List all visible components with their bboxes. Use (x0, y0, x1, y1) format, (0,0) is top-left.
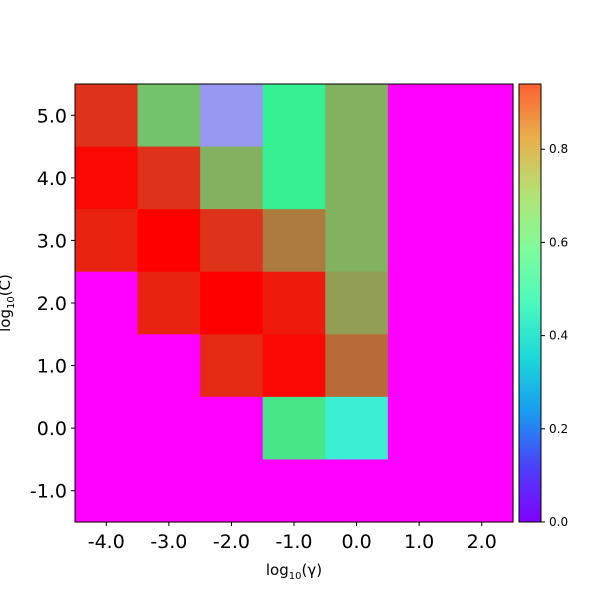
heatmap-cell (325, 271, 389, 335)
heatmap-cell (200, 271, 264, 335)
y-tick-label: 1.0 (37, 356, 67, 378)
heatmap-cell (450, 459, 514, 523)
heatmap-cell (262, 209, 326, 273)
x-axis-label: log10(γ) (266, 561, 322, 582)
heatmap-cell (262, 84, 326, 148)
heatmap-cell (325, 209, 389, 273)
y-axis-label-suffix: (C) (0, 274, 14, 296)
x-tick-label: -2.0 (213, 531, 250, 553)
heatmap-cell (75, 209, 139, 273)
heatmap-cell (387, 334, 452, 398)
heatmap-cell (325, 84, 389, 148)
heatmap-cell (325, 334, 389, 398)
heatmap-cell (325, 459, 389, 523)
heatmap-cell (137, 209, 201, 273)
x-tick-label: -4.0 (88, 531, 125, 553)
heatmap-cell (387, 396, 452, 461)
heatmap-cell (450, 396, 514, 461)
heatmap-cell (200, 334, 264, 398)
colorbar-tick-label: 0.8 (549, 142, 568, 156)
heatmap-cell (450, 146, 514, 210)
y-tick-label: 4.0 (37, 168, 67, 190)
x-tick-label: -1.0 (275, 531, 312, 553)
x-tick-label: 0.0 (341, 531, 371, 553)
heatmap-cell (137, 84, 201, 148)
heatmap-cell (325, 396, 389, 461)
heatmap-cell (450, 84, 514, 148)
heatmap-cell (262, 459, 326, 523)
heatmap-cell (137, 334, 201, 398)
heatmap-cell (75, 459, 139, 523)
heatmap-cell (450, 271, 514, 335)
y-tick-label: 3.0 (37, 230, 67, 252)
heatmap-cell (200, 209, 264, 273)
heatmap-cell (450, 209, 514, 273)
heatmap-cell (75, 271, 139, 335)
colorbar-tick-label: 0.0 (549, 515, 568, 529)
x-axis-label-prefix: log (266, 561, 289, 579)
heatmap-cell (262, 334, 326, 398)
heatmap-cell (387, 84, 452, 148)
heatmap-cell (200, 459, 264, 523)
y-tick-label: -1.0 (30, 481, 67, 503)
heatmap-cell (137, 396, 201, 461)
heatmap-cell (450, 334, 514, 398)
x-axis-label-sub: 10 (289, 571, 302, 582)
y-axis-label: log10(C) (0, 274, 17, 332)
heatmap-cell (137, 271, 201, 335)
heatmap-cell (387, 459, 452, 523)
y-axis-label-prefix: log (0, 309, 14, 332)
x-tick-label: -3.0 (150, 531, 187, 553)
colorbar-ticks: 0.0 0.2 0.4 0.6 0.8 (541, 142, 568, 529)
heatmap-cell (262, 146, 326, 210)
heatmap-cell (137, 146, 201, 210)
heatmap-cell (200, 84, 264, 148)
heatmap-cell (262, 271, 326, 335)
heatmap-cell (262, 396, 326, 461)
heatmap-cell (75, 334, 139, 398)
y-tick-label: 2.0 (37, 293, 67, 315)
x-tick-label: 1.0 (404, 531, 434, 553)
heatmap-cell (325, 146, 389, 210)
x-tick-label: 2.0 (467, 531, 497, 553)
heatmap-cell (387, 209, 452, 273)
y-axis-label-sub: 10 (6, 296, 17, 309)
y-axis-ticks: -1.0 0.0 1.0 2.0 3.0 4.0 5.0 (30, 105, 75, 503)
colorbar-tick-label: 0.4 (549, 329, 568, 343)
x-axis-label-suffix: (γ) (302, 561, 323, 579)
heatmap-cell (75, 396, 139, 461)
colorbar (518, 83, 542, 523)
heatmap-cell (137, 459, 201, 523)
heatmap-cells (75, 84, 514, 523)
heatmap-cell (75, 84, 139, 148)
heatmap-cell (387, 146, 452, 210)
y-tick-label: 5.0 (37, 105, 67, 127)
y-tick-label: 0.0 (37, 418, 67, 440)
heatmap-cell (387, 271, 452, 335)
heatmap-cell (75, 146, 139, 210)
heatmap-cell (200, 396, 264, 461)
colorbar-tick-label: 0.6 (549, 235, 568, 249)
colorbar-tick-label: 0.2 (549, 422, 568, 436)
heatmap-cell (200, 146, 264, 210)
x-axis-ticks: -4.0 -3.0 -2.0 -1.0 0.0 1.0 2.0 (88, 522, 497, 553)
